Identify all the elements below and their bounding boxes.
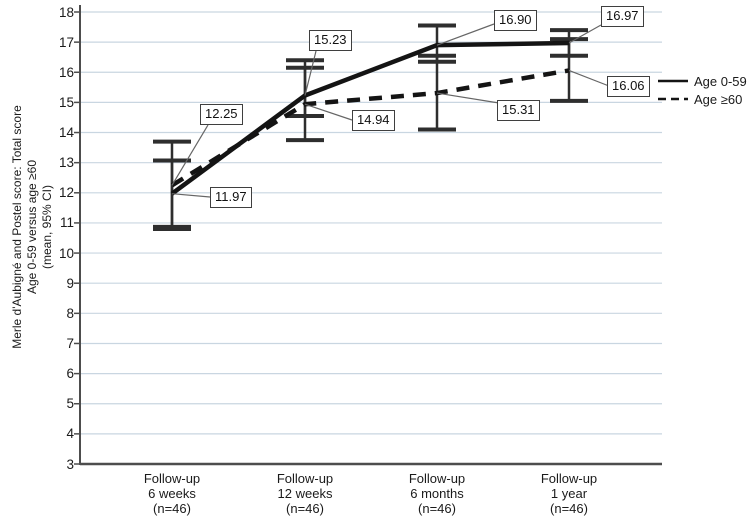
series-line-age-60	[170, 68, 570, 188]
callout-connector	[568, 24, 602, 44]
value-callout: 16.06	[607, 76, 650, 97]
y-tick-label: 17	[58, 34, 74, 50]
y-tick-label: 9	[66, 275, 74, 291]
y-tick-label: 13	[58, 155, 74, 171]
y-tick-label: 8	[66, 305, 74, 321]
x-category-label-line: (n=46)	[550, 501, 588, 516]
x-category-label-line: 6 months	[410, 486, 464, 501]
callout-connector	[304, 50, 317, 96]
value-callout: 16.97	[601, 6, 644, 27]
value-callout: 16.90	[494, 10, 537, 31]
x-category-label-line: Follow-up	[143, 471, 201, 486]
y-tick-label: 11	[59, 215, 74, 231]
callout-connector	[171, 193, 211, 198]
x-category-label-line: Follow-up	[540, 471, 598, 486]
x-category-label-line: 1 year	[550, 486, 588, 501]
x-category-label-line: (n=46)	[153, 501, 191, 516]
y-tick-label: 5	[66, 396, 74, 412]
callout-connector	[568, 69, 610, 87]
legend-label: Age ≥60	[694, 91, 743, 107]
callout-connector	[436, 92, 500, 104]
legend-label: Age 0-59	[694, 73, 747, 89]
y-tick-label: 4	[66, 426, 74, 442]
x-category-label-line: (n=46)	[286, 501, 324, 516]
x-category-label-line: (n=46)	[418, 501, 456, 516]
y-tick-label: 16	[58, 64, 74, 80]
legend-item-age-60: Age ≥60	[658, 91, 747, 107]
legend-item-age-0-59: Age 0-59	[658, 73, 747, 89]
y-tick-label: 15	[58, 94, 74, 110]
x-category-label-line: 6 weeks	[148, 486, 196, 501]
callout-connector	[304, 103, 353, 121]
callout-connector	[171, 124, 209, 186]
y-tick-label: 14	[58, 125, 74, 141]
x-category-label: Follow-up 12 weeks (n=46)	[245, 471, 365, 516]
y-tick-label: 18	[58, 4, 74, 20]
x-category-label-line: 12 weeks	[277, 486, 333, 501]
x-category-label: Follow-up 6 months (n=46)	[377, 471, 497, 516]
x-category-label-line: Follow-up	[276, 471, 334, 486]
value-callout: 15.23	[309, 30, 352, 51]
y-axis-title-line-2: Age 0-59 versus age ≥60	[25, 160, 39, 295]
callout-connector	[436, 23, 495, 46]
dashed-line-swatch-icon	[658, 97, 688, 101]
value-callout: 14.94	[352, 110, 395, 131]
y-axis-title-line-1: Merle d'Aubigné and Postel score: Total …	[10, 105, 24, 349]
legend: Age 0-59 Age ≥60	[658, 73, 747, 109]
x-category-label-line: Follow-up	[408, 471, 466, 486]
y-tick-label: 3	[66, 456, 74, 472]
y-tick-label: 12	[58, 185, 74, 201]
y-tick-label: 10	[58, 245, 74, 261]
y-tick-label: 7	[66, 335, 74, 351]
y-tick-label: 6	[66, 366, 74, 382]
x-category-label: Follow-up 1 year (n=46)	[509, 471, 629, 516]
solid-line-swatch-icon	[658, 79, 688, 83]
value-callout: 11.97	[210, 187, 252, 208]
value-callout: 15.31	[497, 100, 540, 121]
x-category-label: Follow-up 6 weeks (n=46)	[112, 471, 232, 516]
value-callout: 12.25	[200, 104, 243, 125]
